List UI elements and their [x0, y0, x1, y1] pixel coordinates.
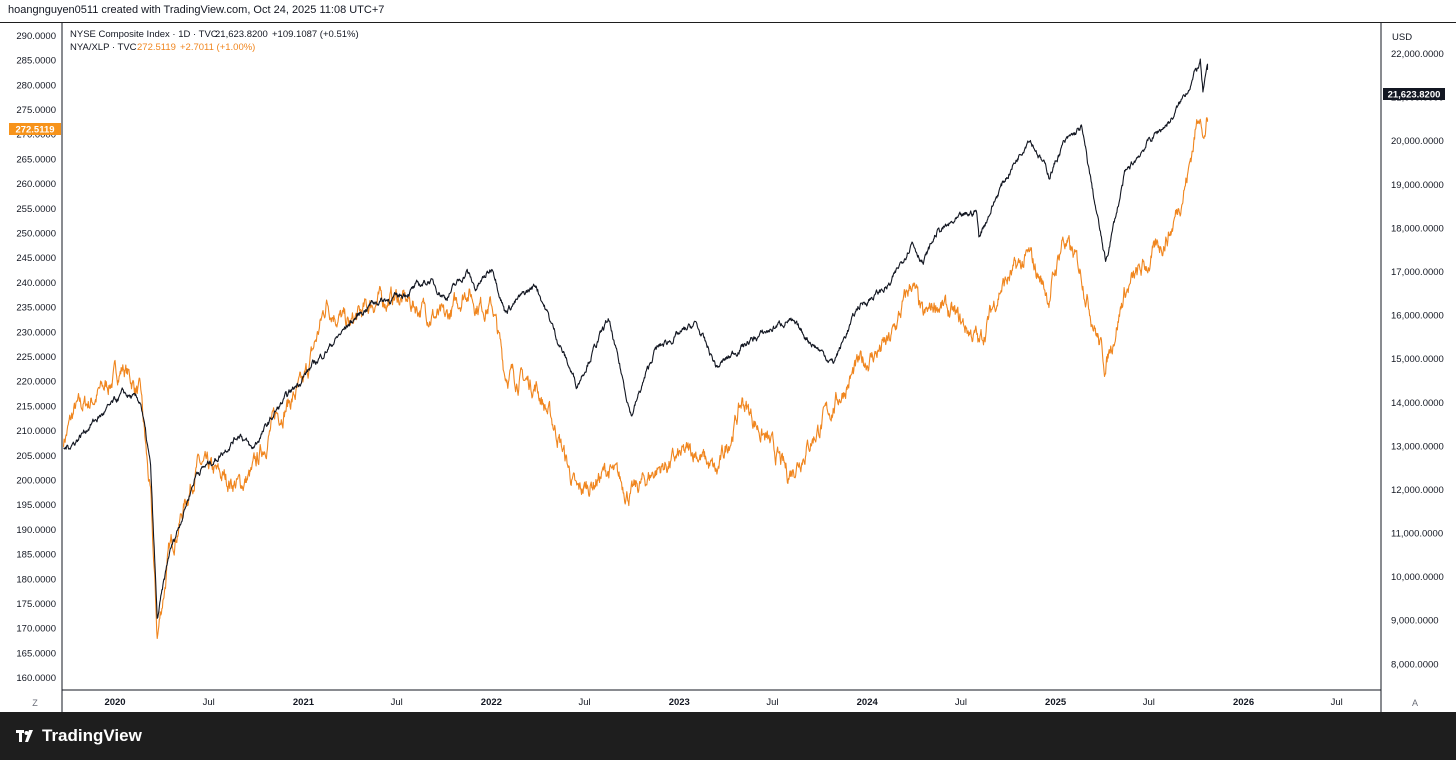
left-axis-tick-label: 170.0000 [16, 624, 56, 635]
legend-nya-name: NYSE Composite Index · 1D · TVC [70, 29, 218, 40]
left-axis-tick-label: 280.0000 [16, 80, 56, 91]
x-axis-tick-label: 2021 [293, 697, 315, 708]
legend-ratio-name: NYA/XLP · TVC [70, 42, 137, 53]
left-axis-tick-label: 215.0000 [16, 401, 56, 412]
legend-nya-change: +109.1087 (+0.51%) [272, 29, 359, 40]
right-axis-tick-label: 11,000.0000 [1391, 529, 1443, 540]
right-axis-tick-label: 17,000.0000 [1391, 267, 1444, 278]
left-price-badge [9, 123, 61, 135]
legend-ratio-change: +2.7011 (+1.00%) [180, 42, 255, 53]
right-axis-tick-label: 22,000.0000 [1391, 49, 1444, 60]
price-chart[interactable]: 160.0000 165.0000 170.0000 175.0000 180.0000… [0, 23, 1456, 713]
right-axis-tick-label: 20,000.0000 [1391, 136, 1444, 147]
right-axis-tick-label: 14,000.0000 [1391, 398, 1444, 409]
right-axis-tick-label: 19,000.0000 [1391, 180, 1444, 191]
right-axis-tick-label: 18,000.0000 [1391, 223, 1444, 234]
right-axis-tick-label: 13,000.0000 [1391, 441, 1444, 452]
left-axis-tick-label: 290.0000 [16, 31, 56, 42]
right-axis-tick-label: 12,000.0000 [1391, 485, 1444, 496]
nyse-composite-line [63, 58, 1209, 619]
right-scale-mode-button[interactable]: A [1412, 698, 1418, 708]
left-axis-tick-label: 235.0000 [16, 303, 56, 314]
nya-xlp-ratio-line [62, 117, 1209, 640]
left-axis-tick-label: 165.0000 [16, 648, 56, 659]
right-axis-tick-label: 9,000.0000 [1391, 616, 1439, 627]
x-axis-tick-label: Jul [1143, 697, 1155, 708]
left-axis-tick-label: 255.0000 [16, 204, 56, 215]
chart-area[interactable]: 160.0000 165.0000 170.0000 175.0000 180.0000… [0, 22, 1456, 713]
left-axis-tick-label: 250.0000 [16, 228, 56, 239]
left-axis-tick-label: 285.0000 [16, 56, 56, 67]
left-axis-tick-label: 200.0000 [16, 476, 56, 487]
left-axis-tick-label: 240.0000 [16, 278, 56, 289]
left-axis-tick-label: 190.0000 [16, 525, 56, 536]
left-axis-tick-label: 210.0000 [16, 426, 56, 437]
right-axis-tick-label: 10,000.0000 [1391, 572, 1444, 583]
left-axis-tick-label: 245.0000 [16, 253, 56, 264]
left-axis-tick-label: 270.0000 [16, 130, 56, 141]
chart-credit: hoangnguyen0511 created with TradingView… [8, 4, 385, 16]
x-axis-tick-label: Jul [203, 697, 215, 708]
left-axis-tick-label: 195.0000 [16, 500, 56, 511]
x-axis-tick-label: 2024 [857, 697, 879, 708]
left-price-badge-text: 272.5119 [15, 125, 54, 136]
left-axis-tick-label: 185.0000 [16, 550, 56, 561]
left-scale-mode-button[interactable]: Z [32, 698, 38, 708]
tradingview-logo[interactable]: TradingView [16, 726, 142, 746]
x-axis-tick-label: 2023 [669, 697, 690, 708]
header-bar: hoangnguyen0511 created with TradingView… [0, 0, 1456, 22]
legend-nya-value: 21,623.8200 [215, 29, 268, 40]
legend-ratio-value: 272.5119 [137, 42, 176, 53]
x-axis-tick-label: Jul [391, 697, 403, 708]
x-axis-tick-label: Jul [955, 697, 967, 708]
left-axis-tick-label: 225.0000 [16, 352, 56, 363]
right-axis-tick-label: 8,000.0000 [1391, 659, 1439, 670]
x-axis-tick-label: 2020 [104, 697, 125, 708]
brand-name: TradingView [42, 726, 142, 745]
left-axis-tick-label: 220.0000 [16, 377, 56, 388]
tradingview-logo-icon [16, 730, 33, 742]
left-axis-tick-label: 175.0000 [16, 599, 56, 610]
footer-bar: TradingView [0, 712, 1456, 760]
left-axis-tick-label: 275.0000 [16, 105, 56, 116]
currency-label: USD [1392, 32, 1412, 43]
right-price-badge [1383, 88, 1445, 100]
right-axis-tick-label: 16,000.0000 [1391, 311, 1444, 322]
x-axis-tick-label: Jul [766, 697, 778, 708]
left-axis-tick-label: 260.0000 [16, 179, 56, 190]
x-axis-tick-label: 2026 [1233, 697, 1254, 708]
right-price-badge-text: 21,623.8200 [1388, 90, 1441, 101]
x-axis-tick-label: Jul [578, 697, 590, 708]
x-axis-tick-label: Jul [1331, 697, 1343, 708]
left-axis-tick-label: 205.0000 [16, 451, 56, 462]
left-axis-tick-label: 160.0000 [16, 673, 56, 684]
x-axis-tick-label: 2025 [1045, 697, 1067, 708]
x-axis-tick-label: 2022 [481, 697, 502, 708]
left-axis-tick-label: 180.0000 [16, 574, 56, 585]
left-axis-tick-label: 230.0000 [16, 327, 56, 338]
right-axis-tick-label: 15,000.0000 [1391, 354, 1444, 365]
left-axis-tick-label: 265.0000 [16, 154, 56, 165]
